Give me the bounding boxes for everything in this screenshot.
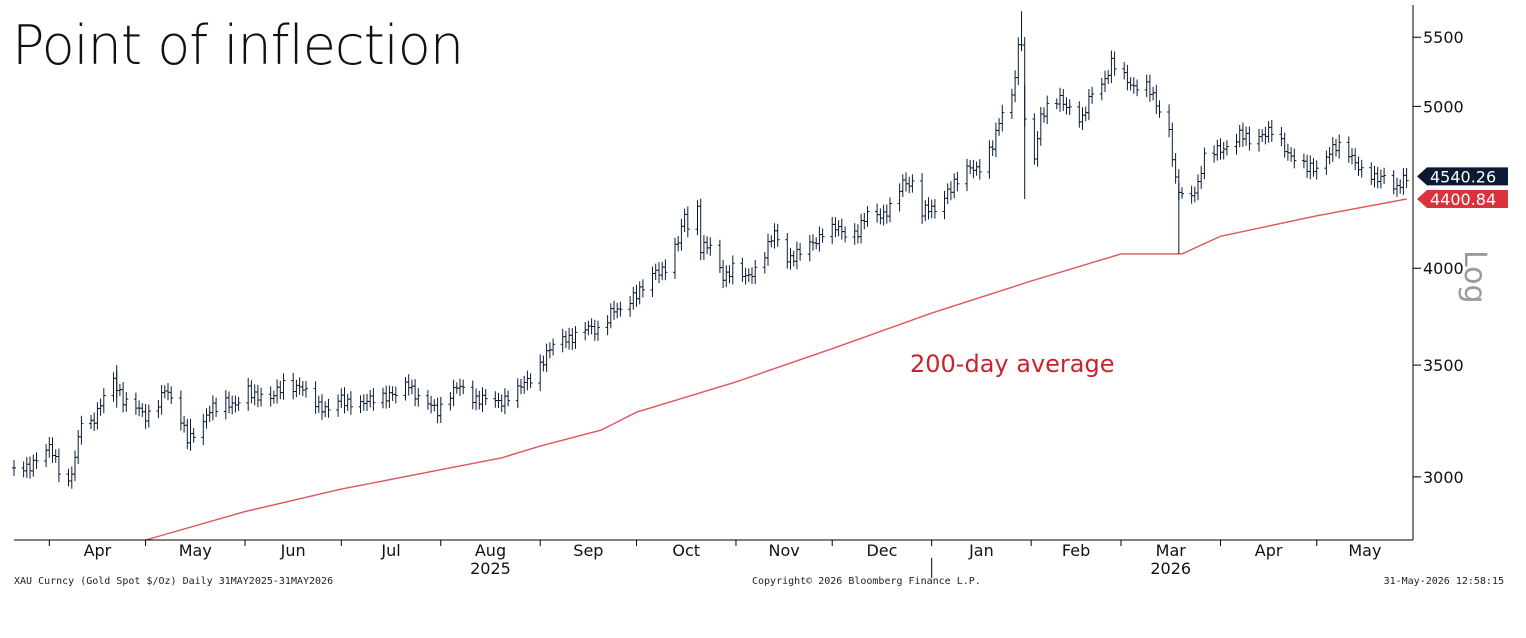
moving-average-value-tag: 4400.84 [1430,190,1496,209]
x-month-label: Feb [1062,541,1090,560]
y-tick-label: 3000 [1423,468,1464,487]
moving-average-layer [145,198,1407,541]
moving-average-value-tag-box [1417,189,1508,208]
x-month-label: Dec [866,541,897,560]
chart-title: Point of inflection [12,14,464,77]
footer-copyright: Copyright© 2026 Bloomberg Finance L.P. [752,576,981,587]
x-month-label: Oct [672,541,700,560]
x-year-label: 2025 [470,559,511,578]
moving-average-line [145,198,1407,541]
x-month-label: Jan [968,541,994,560]
x-month-label: Jul [380,541,400,560]
x-month-label: Aug [475,541,506,560]
x-month-label: Apr [84,541,112,560]
x-month-label: Nov [768,541,799,560]
x-month-label: May [179,541,212,560]
y-tick-label: 4000 [1423,259,1464,278]
last-price-tag: 4540.26 [1430,167,1496,186]
last-price-tag-box [1417,167,1508,186]
x-month-label: May [1348,541,1381,560]
x-month-label: Apr [1255,541,1283,560]
footer-source: XAU Curncy (Gold Spot $/Oz) Daily 31MAY2… [14,576,334,587]
x-month-label: Jun [280,541,306,560]
moving-average-annotation: 200-day average [910,350,1115,378]
x-month-label: Sep [573,541,603,560]
y-tick-label: 5500 [1423,28,1464,47]
y-tick-label: 5000 [1423,97,1464,116]
labels-layer: 4400.84 4540.26 200-day average [910,167,1508,378]
price-bars-layer [12,11,1409,489]
footer-timestamp: 31-May-2026 12:58:15 [1383,576,1504,587]
y-tick-label: 3500 [1423,356,1464,375]
x-month-label: Mar [1156,541,1187,560]
x-year-label: 2026 [1150,559,1191,578]
axes-layer: 3000 3500 4000 5000 5500 Apr May Jun Jul Aug Sep Oc… [14,5,1492,578]
log-scale-label: Log [1457,250,1492,304]
